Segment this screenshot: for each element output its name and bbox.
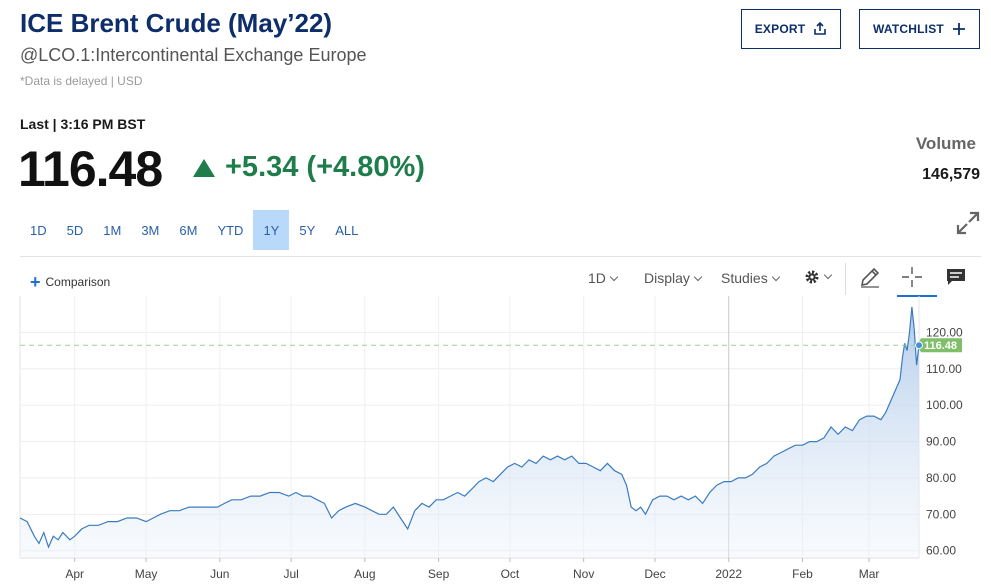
chevron-down-icon <box>823 270 833 280</box>
watchlist-button[interactable]: WATCHLIST <box>859 9 980 49</box>
comparison-button[interactable]: + Comparison <box>30 273 110 291</box>
last-price: 116.48 <box>18 141 163 197</box>
plus-icon: + <box>30 272 41 292</box>
gear-icon <box>805 270 819 284</box>
price-change: +5.34 (+4.80%) <box>193 151 425 184</box>
page-title: ICE Brent Crude (May’22) <box>20 8 333 38</box>
change-value: +5.34 (+4.80%) <box>225 151 425 183</box>
x-tick-label: Aug <box>354 567 375 581</box>
x-tick-label: Feb <box>792 567 813 581</box>
export-label: EXPORT <box>754 22 806 36</box>
chevron-down-icon <box>771 272 780 282</box>
studies-label: Studies <box>721 270 768 286</box>
plus-icon <box>952 23 965 35</box>
range-5y[interactable]: 5Y <box>299 222 316 238</box>
crosshair-active-indicator <box>897 295 937 297</box>
comment-icon[interactable] <box>943 264 969 290</box>
display-label: Display <box>644 270 690 286</box>
x-tick-label: Jun <box>210 567 229 581</box>
current-price-marker <box>915 341 923 350</box>
range-5d[interactable]: 5D <box>66 222 84 238</box>
current-price-badge <box>917 338 962 353</box>
studies-dropdown[interactable]: Studies <box>721 270 780 286</box>
range-1y[interactable]: 1Y <box>253 210 290 250</box>
symbol-label: @LCO.1:Intercontinental Exchange Europe <box>20 45 367 65</box>
chevron-down-icon <box>693 272 703 282</box>
current-price-label: 116.48 <box>924 340 957 352</box>
display-dropdown[interactable]: Display <box>644 270 703 286</box>
last-trade-time: Last | 3:16 PM BST <box>20 116 146 132</box>
x-tick-label: May <box>135 567 158 581</box>
range-selector: 1D 5D 1M 3M 6M YTD 1Y 5Y ALL <box>20 210 368 250</box>
range-1m[interactable]: 1M <box>103 222 122 238</box>
x-tick-label: Apr <box>65 567 84 581</box>
range-1d[interactable]: 1D <box>30 222 47 238</box>
share-icon <box>814 22 827 35</box>
range-ytd[interactable]: YTD <box>217 222 244 238</box>
x-tick-label: Dec <box>644 567 665 581</box>
price-chart[interactable]: 60.00 70.00 80.00 90.00 100.00 110.00 120.00 Ap… <box>0 296 991 587</box>
y-tick-label: 60.00 <box>926 544 956 558</box>
y-tick-label: 70.00 <box>926 507 956 521</box>
y-tick-label: 80.00 <box>926 471 956 485</box>
x-tick-label: Jul <box>283 567 298 581</box>
pencil-icon[interactable] <box>857 264 883 290</box>
toolbar-divider <box>845 263 846 295</box>
delayed-note: *Data is delayed | USD <box>20 74 143 88</box>
y-tick-label: 120.00 <box>926 325 963 339</box>
price-area-fill <box>20 306 919 558</box>
y-tick-label: 100.00 <box>926 398 963 412</box>
crosshair-icon[interactable] <box>899 264 925 290</box>
comparison-label: Comparison <box>45 275 111 289</box>
up-arrow-icon <box>193 158 215 177</box>
export-button[interactable]: EXPORT <box>741 9 841 49</box>
range-3m[interactable]: 3M <box>141 222 160 238</box>
interval-dropdown[interactable]: 1D <box>588 270 619 286</box>
interval-label: 1D <box>588 270 606 286</box>
x-tick-label: Mar <box>859 567 880 581</box>
watchlist-label: WATCHLIST <box>873 22 944 36</box>
range-6m[interactable]: 6M <box>179 222 198 238</box>
expand-icon[interactable] <box>955 210 981 236</box>
x-tick-label: Oct <box>501 567 520 581</box>
x-tick-label: 2022 <box>715 567 742 581</box>
x-tick-label: Sep <box>428 567 450 581</box>
divider <box>20 256 981 257</box>
y-tick-label: 90.00 <box>926 435 956 449</box>
volume-label: Volume <box>915 134 976 153</box>
chevron-down-icon <box>609 272 619 282</box>
price-line <box>19 306 920 549</box>
settings-dropdown[interactable] <box>804 268 833 285</box>
y-tick-label: 110.00 <box>926 362 962 376</box>
range-all[interactable]: ALL <box>335 222 359 238</box>
x-tick-label: Nov <box>573 567 594 581</box>
volume-value: 146,579 <box>922 166 980 183</box>
